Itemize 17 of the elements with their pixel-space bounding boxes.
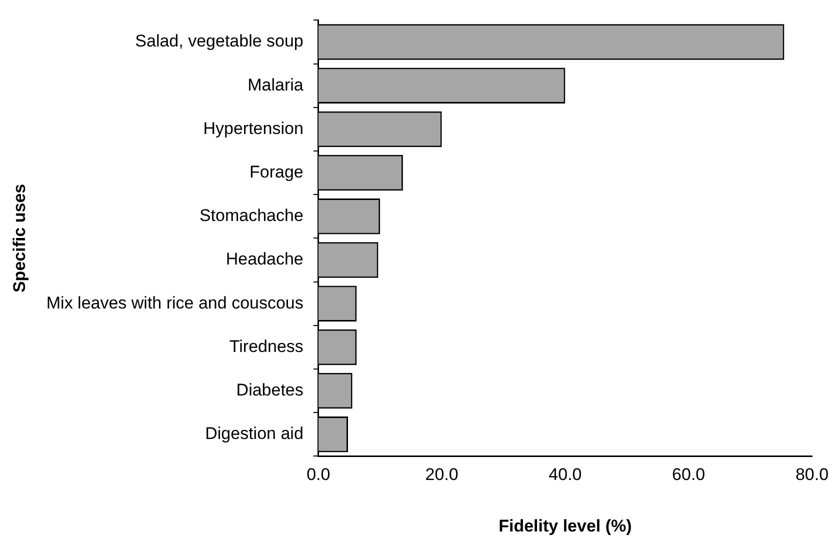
y-tick-label: Forage xyxy=(250,162,304,182)
y-tick-label: Tiredness xyxy=(229,336,304,356)
x-tick-label: 40.0 xyxy=(548,465,582,484)
y-axis-title: Specific uses xyxy=(10,184,29,293)
y-tick-label: Malaria xyxy=(248,75,304,94)
y-tick-label: Headache xyxy=(226,250,304,269)
y-tick-label: Diabetes xyxy=(236,380,304,400)
y-tick-label: Mix leaves with rice and couscous xyxy=(46,293,304,312)
x-tick-label: 20.0 xyxy=(425,465,458,484)
y-tick-label: Digestion aid xyxy=(205,424,304,444)
y-tick-label: Hypertension xyxy=(203,118,304,138)
x-tick-label: 80.0 xyxy=(795,465,829,484)
y-tick-label: Stomachache xyxy=(199,206,304,226)
x-tick-label: 60.0 xyxy=(672,465,706,484)
x-tick-label: 0.0 xyxy=(306,465,330,484)
y-tick-label: Salad, vegetable soup xyxy=(135,32,304,51)
x-axis-title: Fidelity level (%) xyxy=(498,516,632,536)
